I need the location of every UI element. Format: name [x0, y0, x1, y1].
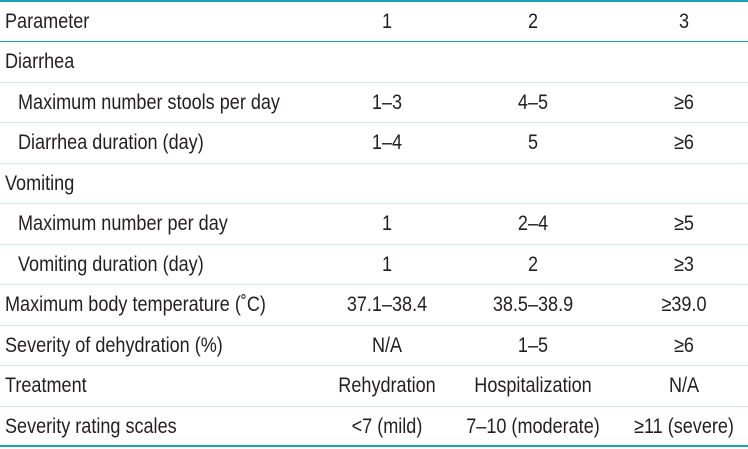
- cell-score-2: 7–10 (moderate): [466, 414, 600, 438]
- table-row: Treatment Rehydration Hospitalization N/…: [0, 366, 748, 407]
- table-row: Maximum number per day 1 2–4 ≥5: [0, 204, 748, 245]
- row-label: Maximum number stools per day: [18, 90, 280, 114]
- cell-score-1: 1–3: [371, 90, 403, 114]
- header-score-1: 1: [381, 10, 393, 33]
- row-label: Treatment: [5, 374, 87, 397]
- row-label: Diarrhea duration (day): [18, 131, 204, 154]
- cell-score-2: 1–5: [517, 333, 549, 357]
- cell-score-2: 38.5–38.9: [492, 293, 574, 316]
- cell-score-2: Hospitalization: [474, 374, 592, 397]
- table-row-vomiting: Vomiting: [0, 164, 748, 204]
- cell-score-3: ≥39.0: [661, 293, 707, 316]
- cell-score-2: 5: [527, 131, 539, 154]
- header-score-3: 3: [678, 10, 690, 33]
- cell-score-1: 1: [381, 252, 393, 276]
- table-header-row: Parameter 1 2 3: [0, 0, 748, 42]
- cell-score-3: ≥6: [674, 333, 694, 357]
- table-row-diarrhea: Diarrhea: [0, 42, 748, 83]
- cell-score-1: 1–4: [371, 131, 403, 154]
- table-row: Diarrhea duration (day) 1–4 5 ≥6: [0, 123, 748, 164]
- row-label: Severity of dehydration (%): [5, 333, 223, 357]
- row-label: Severity rating scales: [5, 414, 177, 438]
- row-label: Vomiting duration (day): [18, 252, 204, 276]
- row-label: Maximum body temperature (˚C): [5, 293, 266, 316]
- cell-score-2: 2: [527, 252, 539, 276]
- cell-score-2: 2–4: [517, 212, 549, 235]
- cell-score-1: 1: [381, 212, 393, 235]
- cell-score-3: ≥3: [674, 252, 694, 276]
- header-score-2: 2: [527, 10, 539, 33]
- cell-score-1: <7 (mild): [351, 414, 423, 438]
- row-label: Diarrhea: [5, 50, 75, 73]
- cell-score-3: ≥6: [674, 90, 694, 114]
- table-row: Severity of dehydration (%) N/A 1–5 ≥6: [0, 326, 748, 366]
- cell-score-3: ≥5: [674, 212, 694, 235]
- cell-score-1: N/A: [371, 333, 403, 357]
- header-parameter: Parameter: [5, 10, 90, 33]
- row-label: Maximum number per day: [18, 212, 228, 235]
- table-row: Maximum body temperature (˚C) 37.1–38.4 …: [0, 285, 748, 326]
- cell-score-2: 4–5: [517, 90, 549, 114]
- table-row: Vomiting duration (day) 1 2 ≥3: [0, 245, 748, 285]
- row-label: Vomiting: [5, 171, 75, 195]
- cell-score-3: ≥11 (severe): [634, 414, 734, 438]
- cell-score-3: ≥6: [674, 131, 694, 154]
- cell-score-1: 37.1–38.4: [346, 293, 428, 316]
- table-row: Maximum number stools per day 1–3 4–5 ≥6: [0, 83, 748, 123]
- cell-score-1: Rehydration: [338, 374, 436, 397]
- table-row: Severity rating scales <7 (mild) 7–10 (m…: [0, 407, 748, 447]
- cell-score-3: N/A: [668, 374, 700, 397]
